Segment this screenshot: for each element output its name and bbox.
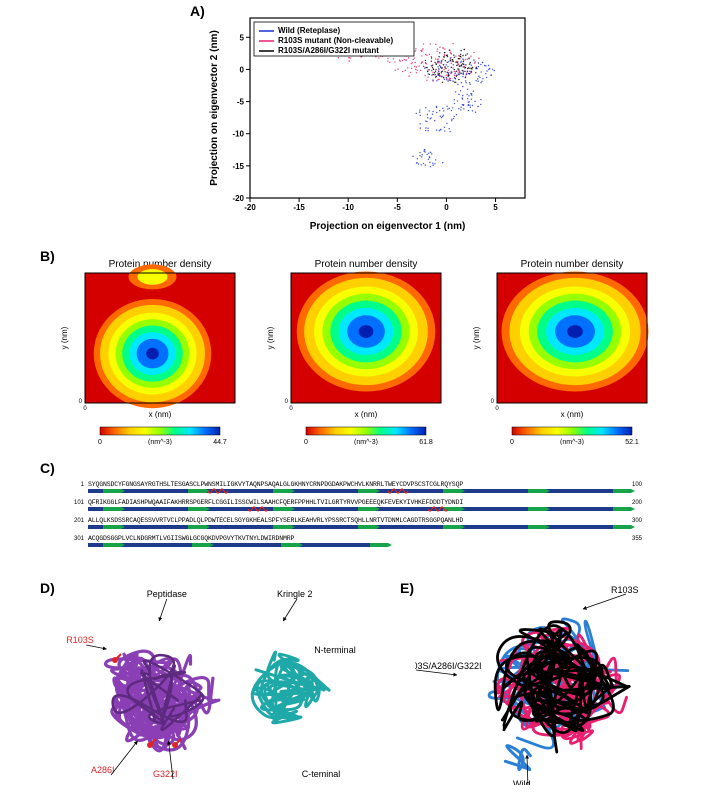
svg-text:ALLQLKSDSSRCAQESSVVRTVCLPPADLQ: ALLQLKSDSSRCAQESSVVRTVCLPPADLQLPDWTECELS… <box>88 517 463 524</box>
svg-text:x (nm): x (nm) <box>355 410 378 419</box>
svg-text:300: 300 <box>632 518 643 524</box>
panel-c: 1SYQGNSDCYFGNGSAYRGTHSLTESGASCLPWNSMILIG… <box>70 475 650 570</box>
svg-text:-5: -5 <box>237 98 245 107</box>
svg-text:Peptidase: Peptidase <box>147 589 187 599</box>
svg-text:(nm^-3): (nm^-3) <box>560 439 584 445</box>
svg-text:0: 0 <box>510 439 514 445</box>
svg-text:61.8: 61.8 <box>419 439 433 445</box>
panel-b-label: B) <box>40 248 55 264</box>
svg-text:0: 0 <box>83 406 87 412</box>
svg-text:5: 5 <box>493 203 498 212</box>
svg-text:R103S: R103S <box>611 585 639 595</box>
svg-text:-15: -15 <box>293 203 305 212</box>
svg-text:0: 0 <box>491 399 495 405</box>
svg-text:N-terminal: N-terminal <box>314 645 356 655</box>
svg-text:201: 201 <box>74 518 85 524</box>
svg-text:Projection on eigenvector 2 (n: Projection on eigenvector 2 (nm) <box>209 30 220 186</box>
svg-text:Protein number density: Protein number density <box>521 259 624 270</box>
svg-text:-20: -20 <box>244 203 256 212</box>
svg-text:-10: -10 <box>232 130 244 139</box>
svg-text:y (nm): y (nm) <box>60 326 69 349</box>
svg-text:SYQGNSDCYFGNGSAYRGTHSLTESGASCL: SYQGNSDCYFGNGSAYRGTHSLTESGASCLPWNSMILIGK… <box>88 481 463 488</box>
panel-e: R103SR103S/A286I/G322IWild <box>415 585 695 785</box>
svg-text:355: 355 <box>632 536 643 542</box>
svg-text:ACQGDSGGPLVCLNDGRMTLVGIISWGLGC: ACQGDSGGPLVCLNDGRMTLVGIISWGLGCGQKDVPGVYT… <box>88 535 295 542</box>
svg-text:Wild (Reteplase): Wild (Reteplase) <box>278 26 340 35</box>
svg-text:-20: -20 <box>232 194 244 203</box>
svg-text:(nm^-3): (nm^-3) <box>354 439 378 445</box>
svg-text:x (nm): x (nm) <box>561 410 584 419</box>
panel-d: Peptidase Kringle 2 N-terminal C-teminal R10… <box>60 585 370 785</box>
svg-text:QFRIKGGLFADIASHPWQAAIFAKHRRSPG: QFRIKGGLFADIASHPWQAAIFAKHRRSPGERFLCGGILI… <box>88 499 463 506</box>
svg-text:R103S/A286I/G322I: R103S/A286I/G322I <box>415 661 482 671</box>
svg-text:301: 301 <box>74 536 85 542</box>
svg-text:1: 1 <box>81 482 85 488</box>
svg-text:0: 0 <box>285 399 289 405</box>
svg-text:200: 200 <box>632 500 643 506</box>
svg-text:100: 100 <box>632 482 643 488</box>
svg-text:y (nm): y (nm) <box>266 326 275 349</box>
svg-text:C-teminal: C-teminal <box>302 769 341 779</box>
svg-text:52.1: 52.1 <box>625 439 639 445</box>
svg-text:G322I: G322I <box>153 769 178 779</box>
svg-text:Protein number density: Protein number density <box>315 259 418 270</box>
svg-text:0: 0 <box>240 65 245 74</box>
panel-d-label: D) <box>40 580 55 596</box>
svg-text:-5: -5 <box>394 203 402 212</box>
svg-text:101: 101 <box>74 500 85 506</box>
svg-text:-10: -10 <box>342 203 354 212</box>
panel-e-label: E) <box>400 580 414 596</box>
panel-b: Protein number densityx (nm)y (nm)000(nm… <box>55 255 675 445</box>
svg-text:Projection on eigenvector 1 (n: Projection on eigenvector 1 (nm) <box>310 221 466 232</box>
panel-a: -20 -15 -10 -5 0 5 -20 -15 -10 -5 0 5 Projection on … <box>205 8 535 233</box>
svg-text:R103S: R103S <box>66 635 94 645</box>
svg-text:0: 0 <box>289 406 293 412</box>
svg-text:44.7: 44.7 <box>213 439 227 445</box>
svg-text:R103S mutant (Non-cleavable): R103S mutant (Non-cleavable) <box>278 36 393 45</box>
svg-text:y (nm): y (nm) <box>472 326 481 349</box>
svg-text:5: 5 <box>240 33 245 42</box>
svg-text:A286I: A286I <box>91 765 115 775</box>
svg-text:0: 0 <box>444 203 449 212</box>
panel-c-label: C) <box>40 460 55 476</box>
svg-text:x (nm): x (nm) <box>149 410 172 419</box>
svg-text:0: 0 <box>98 439 102 445</box>
svg-text:0: 0 <box>495 406 499 412</box>
svg-text:Kringle 2: Kringle 2 <box>277 589 313 599</box>
svg-text:-15: -15 <box>232 162 244 171</box>
svg-text:0: 0 <box>304 439 308 445</box>
panel-a-label: A) <box>190 3 205 19</box>
svg-text:0: 0 <box>79 399 83 405</box>
svg-text:R103S/A286I/G322I mutant: R103S/A286I/G322I mutant <box>278 46 379 55</box>
svg-text:(nm^-3): (nm^-3) <box>148 439 172 445</box>
